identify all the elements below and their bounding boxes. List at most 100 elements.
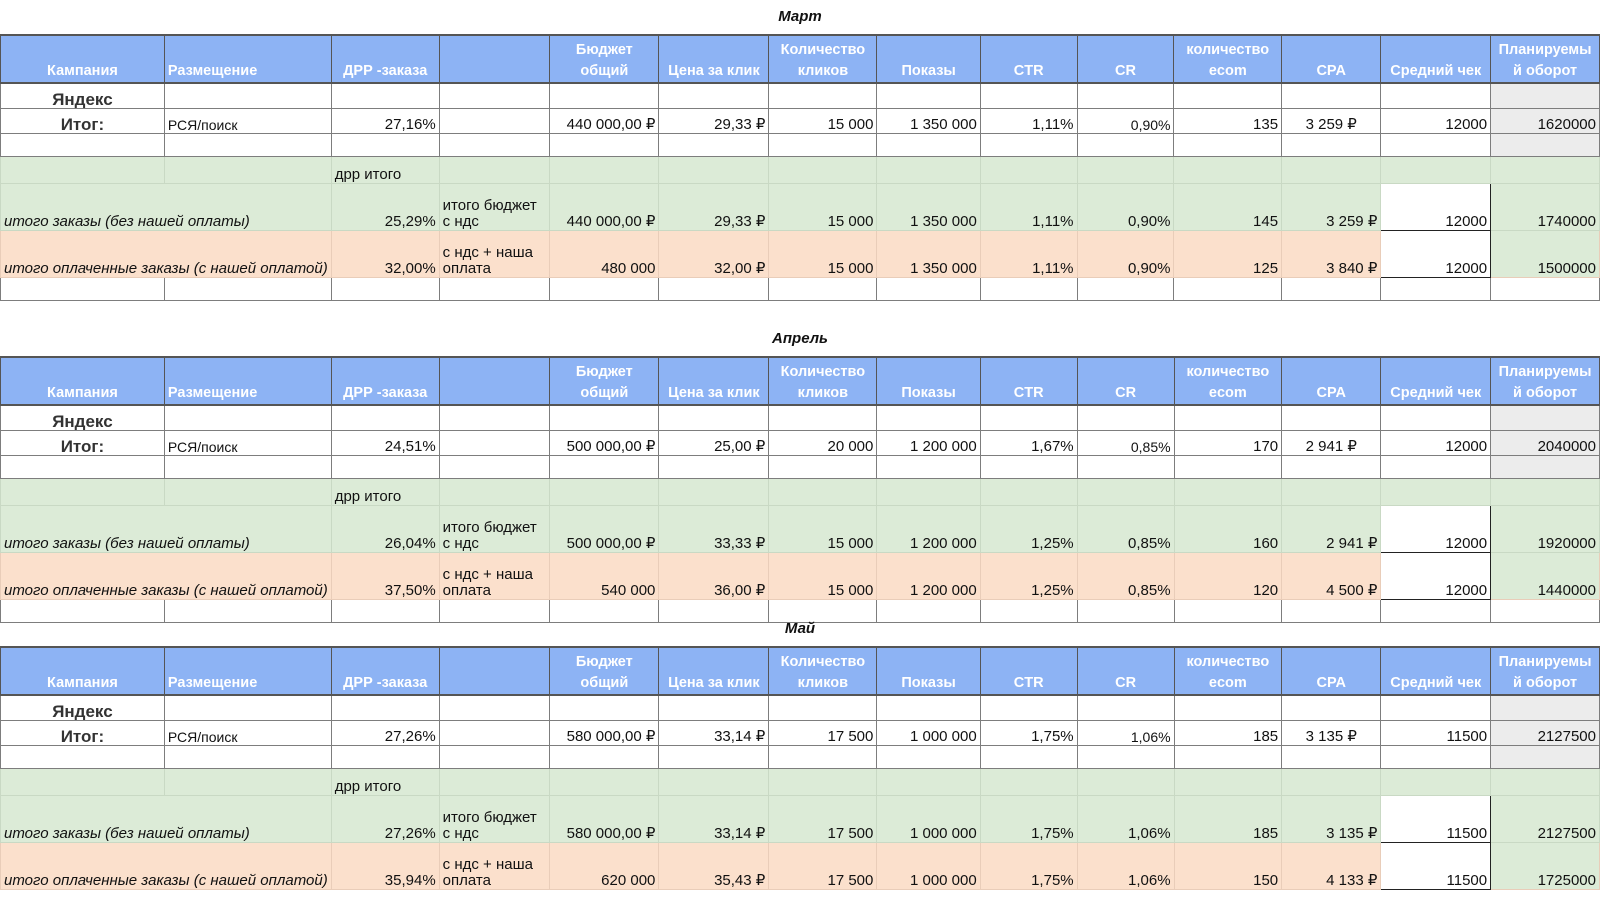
cell[interactable] (768, 745, 878, 769)
cell[interactable] (0, 768, 165, 796)
cell[interactable] (1490, 156, 1600, 184)
ctr-cell[interactable]: 1,75% (979, 795, 1078, 843)
cell[interactable] (163, 599, 332, 623)
cpa-cell[interactable]: 3 259 ₽ (1281, 183, 1382, 231)
column-header[interactable]: Бюджет общий (549, 356, 660, 406)
vat-pay-note[interactable]: с ндс + наша оплата (438, 552, 551, 600)
cr-cell[interactable]: 0,85% (1076, 430, 1175, 456)
cell[interactable] (549, 82, 660, 109)
cell[interactable] (979, 404, 1078, 431)
cell[interactable] (658, 82, 770, 109)
cell[interactable] (163, 156, 332, 184)
drr-cell[interactable]: 24,51% (330, 430, 440, 456)
drr-cell[interactable]: 27,26% (330, 795, 440, 843)
shows-cell[interactable]: 1 000 000 (876, 720, 981, 746)
placement-cell[interactable]: РСЯ/поиск (163, 430, 332, 456)
column-header[interactable]: Цена за клик (658, 646, 770, 696)
cell[interactable] (438, 133, 551, 157)
cell[interactable] (979, 768, 1078, 796)
turnover-cell[interactable]: 1740000 (1490, 183, 1600, 231)
campaign-label[interactable]: Яндекс (0, 404, 165, 431)
column-header[interactable]: CTR (979, 34, 1078, 84)
shows-cell[interactable]: 1 000 000 (876, 842, 981, 890)
cpa-cell[interactable]: 4 133 ₽ (1281, 842, 1382, 890)
vat-pay-note[interactable]: с ндс + наша оплата (438, 230, 551, 278)
ctr-cell[interactable]: 1,11% (979, 183, 1078, 231)
cell[interactable] (549, 694, 660, 721)
avg-check-cell[interactable]: 11500 (1380, 720, 1492, 746)
drr-cell[interactable]: 26,04% (330, 505, 440, 553)
column-header[interactable]: Размещение (163, 646, 332, 696)
turnover-cell[interactable]: 1440000 (1490, 552, 1600, 600)
cell[interactable] (979, 599, 1078, 623)
turnover-cell[interactable]: 1725000 (1490, 842, 1600, 890)
cell[interactable] (1380, 768, 1492, 796)
clicks-cell[interactable]: 15 000 (768, 552, 878, 600)
cell[interactable] (1281, 404, 1382, 431)
column-header[interactable] (438, 34, 551, 84)
orders-label[interactable]: итого заказы (без нашей оплаты) (0, 795, 332, 843)
cell[interactable] (1076, 404, 1175, 431)
column-header[interactable]: CR (1076, 646, 1175, 696)
column-header[interactable]: Планируемы й оборот (1490, 34, 1600, 84)
placement-cell[interactable]: РСЯ/поиск (163, 720, 332, 746)
cell[interactable] (1076, 694, 1175, 721)
ctr-cell[interactable]: 1,75% (979, 720, 1078, 746)
ctr-cell[interactable]: 1,11% (979, 108, 1078, 134)
itog-label[interactable]: Итог: (0, 720, 165, 746)
cell[interactable] (1076, 133, 1175, 157)
cell[interactable] (1380, 156, 1492, 184)
cpc-cell[interactable]: 29,33 ₽ (658, 183, 770, 231)
cr-cell[interactable]: 0,90% (1076, 183, 1175, 231)
cell[interactable] (163, 277, 332, 301)
cell[interactable] (1076, 82, 1175, 109)
column-header[interactable]: Количество кликов (768, 356, 878, 406)
cell[interactable] (1173, 694, 1283, 721)
column-header[interactable]: Количество кликов (768, 34, 878, 84)
ecom-cell[interactable]: 120 (1173, 552, 1283, 600)
budget-cell[interactable]: 580 000,00 ₽ (549, 720, 660, 746)
drr-total-label[interactable]: дрр итого (330, 156, 440, 184)
cell[interactable] (438, 430, 551, 456)
column-header[interactable]: количество ecom (1173, 646, 1283, 696)
avg-check-cell[interactable]: 12000 (1380, 183, 1492, 231)
cell[interactable] (1281, 133, 1382, 157)
cell[interactable] (1380, 478, 1492, 506)
turnover-cell[interactable]: 2040000 (1490, 430, 1600, 456)
budget-cell[interactable]: 580 000,00 ₽ (549, 795, 660, 843)
budget-cell[interactable]: 540 000 (549, 552, 660, 600)
turnover-cell[interactable]: 2127500 (1490, 795, 1600, 843)
column-header[interactable]: Показы (876, 646, 981, 696)
cell[interactable] (979, 156, 1078, 184)
clicks-cell[interactable]: 15 000 (768, 230, 878, 278)
budget-cell[interactable]: 500 000,00 ₽ (549, 505, 660, 553)
shows-cell[interactable]: 1 000 000 (876, 795, 981, 843)
cell[interactable] (979, 133, 1078, 157)
cell[interactable] (979, 745, 1078, 769)
budget-vat-note[interactable]: итого бюджет с ндс (438, 505, 551, 553)
cell[interactable] (1281, 768, 1382, 796)
column-header[interactable]: CTR (979, 646, 1078, 696)
avg-check-cell[interactable]: 11500 (1380, 795, 1492, 843)
cpa-cell[interactable]: 3 259 ₽ (1281, 108, 1382, 134)
cell[interactable] (1281, 277, 1382, 301)
cr-cell[interactable]: 0,85% (1076, 552, 1175, 600)
cpa-cell[interactable]: 3 135 ₽ (1281, 795, 1382, 843)
cell[interactable] (0, 745, 165, 769)
cell[interactable] (768, 404, 878, 431)
cell[interactable] (1076, 599, 1175, 623)
cell[interactable] (163, 82, 332, 109)
cell[interactable] (876, 745, 981, 769)
cell[interactable] (330, 599, 440, 623)
cell[interactable] (1490, 694, 1600, 721)
cpa-cell[interactable]: 2 941 ₽ (1281, 430, 1382, 456)
shows-cell[interactable]: 1 350 000 (876, 230, 981, 278)
cpc-cell[interactable]: 36,00 ₽ (658, 552, 770, 600)
drr-cell[interactable]: 35,94% (330, 842, 440, 890)
ecom-cell[interactable]: 185 (1173, 795, 1283, 843)
budget-cell[interactable]: 480 000 (549, 230, 660, 278)
ecom-cell[interactable]: 150 (1173, 842, 1283, 890)
turnover-cell[interactable]: 1620000 (1490, 108, 1600, 134)
cell[interactable] (330, 277, 440, 301)
cell[interactable] (438, 404, 551, 431)
